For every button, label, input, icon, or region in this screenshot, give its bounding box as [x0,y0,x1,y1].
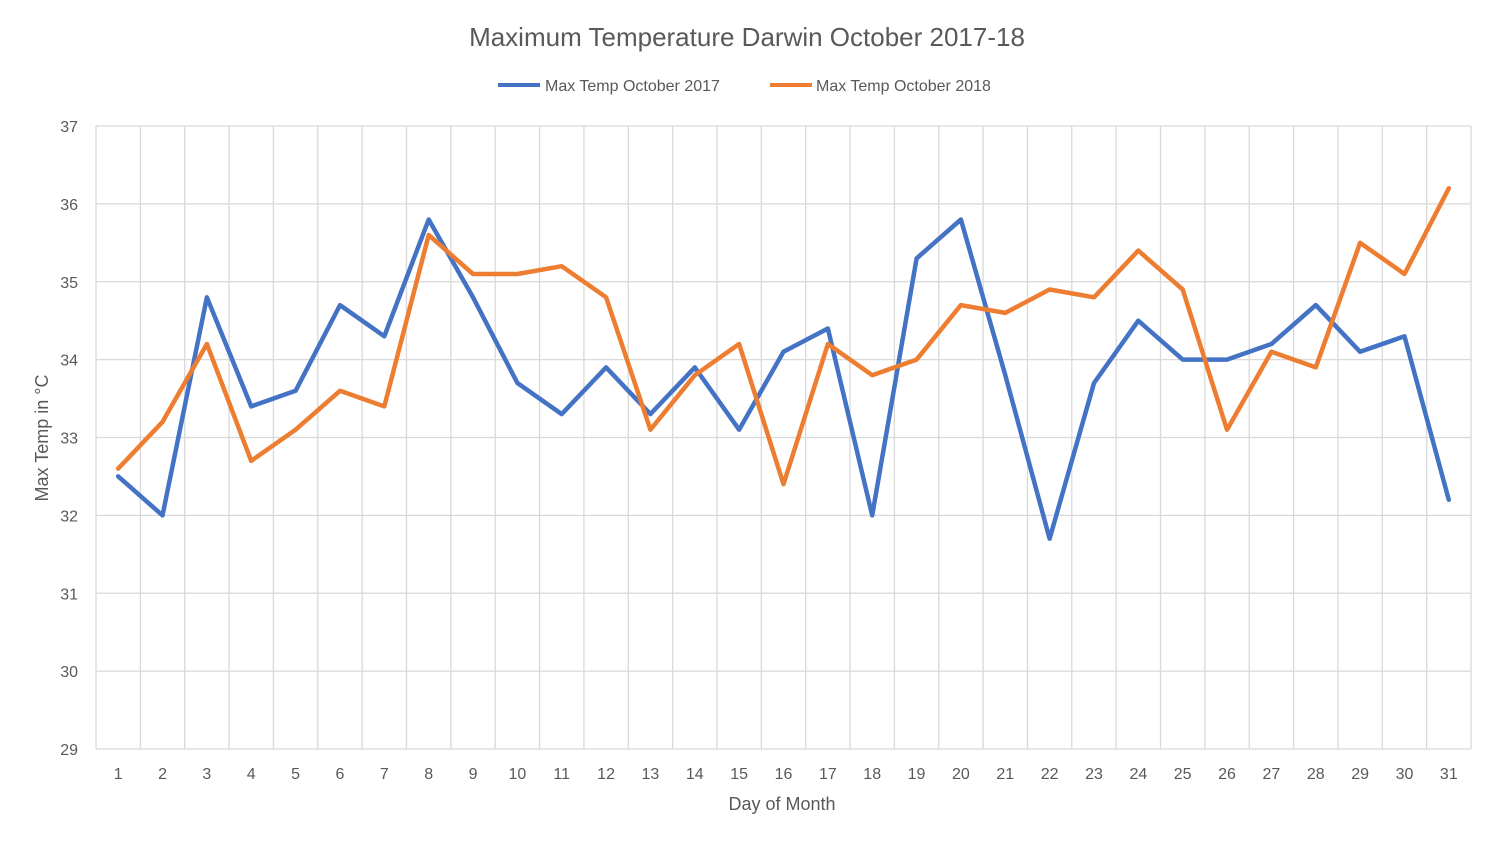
x-axis-title: Day of Month [728,794,835,814]
x-tick-label: 24 [1129,766,1147,783]
x-tick-label: 29 [1351,766,1369,783]
x-tick-label: 1 [114,766,123,783]
x-tick-label: 9 [469,766,478,783]
series-line-2018 [115,186,1452,487]
x-tick-label: 6 [335,766,344,783]
x-tick-label: 7 [380,766,389,783]
y-axis-ticks: 29 30 31 32 33 34 35 36 37 [60,119,78,759]
x-tick-label: 8 [424,766,433,783]
x-tick-label: 13 [642,766,660,783]
x-tick-label: 20 [952,766,970,783]
x-tick-label: 18 [863,766,881,783]
gridlines [95,125,1472,750]
y-tick-label: 30 [60,664,78,681]
x-tick-label: 30 [1396,766,1414,783]
x-tick-label: 10 [508,766,526,783]
y-tick-label: 31 [60,586,78,603]
series-lines [115,186,1452,541]
y-tick-label: 35 [60,275,78,292]
x-tick-label: 27 [1263,766,1281,783]
x-tick-label: 25 [1174,766,1192,783]
x-axis-ticks: 1 2 3 4 5 6 7 8 9 10 11 12 13 14 15 16 17 18 19 20 21 22 23 24 2… [114,766,1458,783]
legend-label-2017: Max Temp October 2017 [545,78,720,95]
x-tick-label: 15 [730,766,748,783]
y-tick-label: 37 [60,119,78,136]
legend: Max Temp October 2017 Max Temp October 2… [498,78,991,95]
x-tick-label: 11 [553,766,570,783]
x-tick-label: 31 [1440,766,1458,783]
y-tick-label: 36 [60,197,78,214]
x-tick-label: 2 [158,766,167,783]
x-tick-label: 26 [1218,766,1236,783]
x-tick-label: 3 [202,766,211,783]
series-line-2017 [115,217,1452,541]
legend-label-2018: Max Temp October 2018 [816,78,991,95]
x-tick-label: 23 [1085,766,1103,783]
y-tick-label: 34 [60,353,78,370]
y-tick-label: 33 [60,431,78,448]
x-tick-label: 16 [775,766,793,783]
y-axis-title: Max Temp in °C [32,375,52,502]
x-tick-label: 19 [908,766,926,783]
x-tick-label: 21 [996,766,1014,783]
x-tick-label: 28 [1307,766,1325,783]
x-tick-label: 22 [1041,766,1059,783]
x-tick-label: 17 [819,766,837,783]
y-tick-label: 29 [60,742,78,759]
x-tick-label: 4 [247,766,256,783]
chart-title: Maximum Temperature Darwin October 2017-… [469,22,1025,52]
x-tick-label: 14 [686,766,704,783]
x-tick-label: 5 [291,766,300,783]
y-tick-label: 32 [60,508,78,525]
x-tick-label: 12 [597,766,615,783]
